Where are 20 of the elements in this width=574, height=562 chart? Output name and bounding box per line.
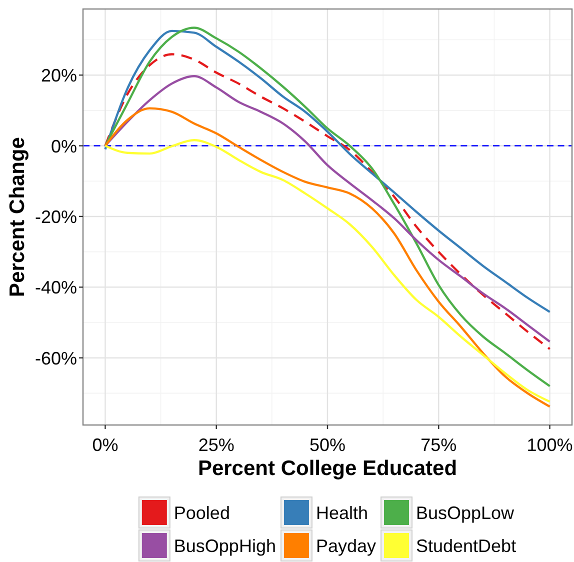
legend-label: Pooled — [174, 503, 230, 523]
y-tick-label: 20% — [40, 66, 77, 86]
x-tick-label: 100% — [526, 435, 573, 455]
legend-label: Payday — [316, 536, 376, 556]
line-series — [104, 30, 551, 313]
line-series — [104, 26, 551, 388]
x-axis-title: Percent College Educated — [198, 457, 458, 480]
legend-label: BusOppHigh — [174, 536, 276, 556]
x-tick-label: 25% — [198, 435, 234, 455]
y-tick-label: -20% — [34, 206, 77, 227]
y-tick-label: 0% — [50, 136, 77, 156]
legend-label: BusOppLow — [416, 503, 516, 523]
legend-label: StudentDebt — [416, 536, 516, 556]
legend-label: Health — [316, 503, 368, 523]
y-tick-label: -40% — [34, 278, 77, 298]
y-tick-label: -60% — [34, 348, 77, 368]
y-axis-title: Percent Change — [6, 137, 29, 297]
x-tick-label: 50% — [309, 435, 346, 455]
x-tick-label: 75% — [420, 435, 457, 455]
x-tick-label: 0% — [92, 435, 118, 455]
